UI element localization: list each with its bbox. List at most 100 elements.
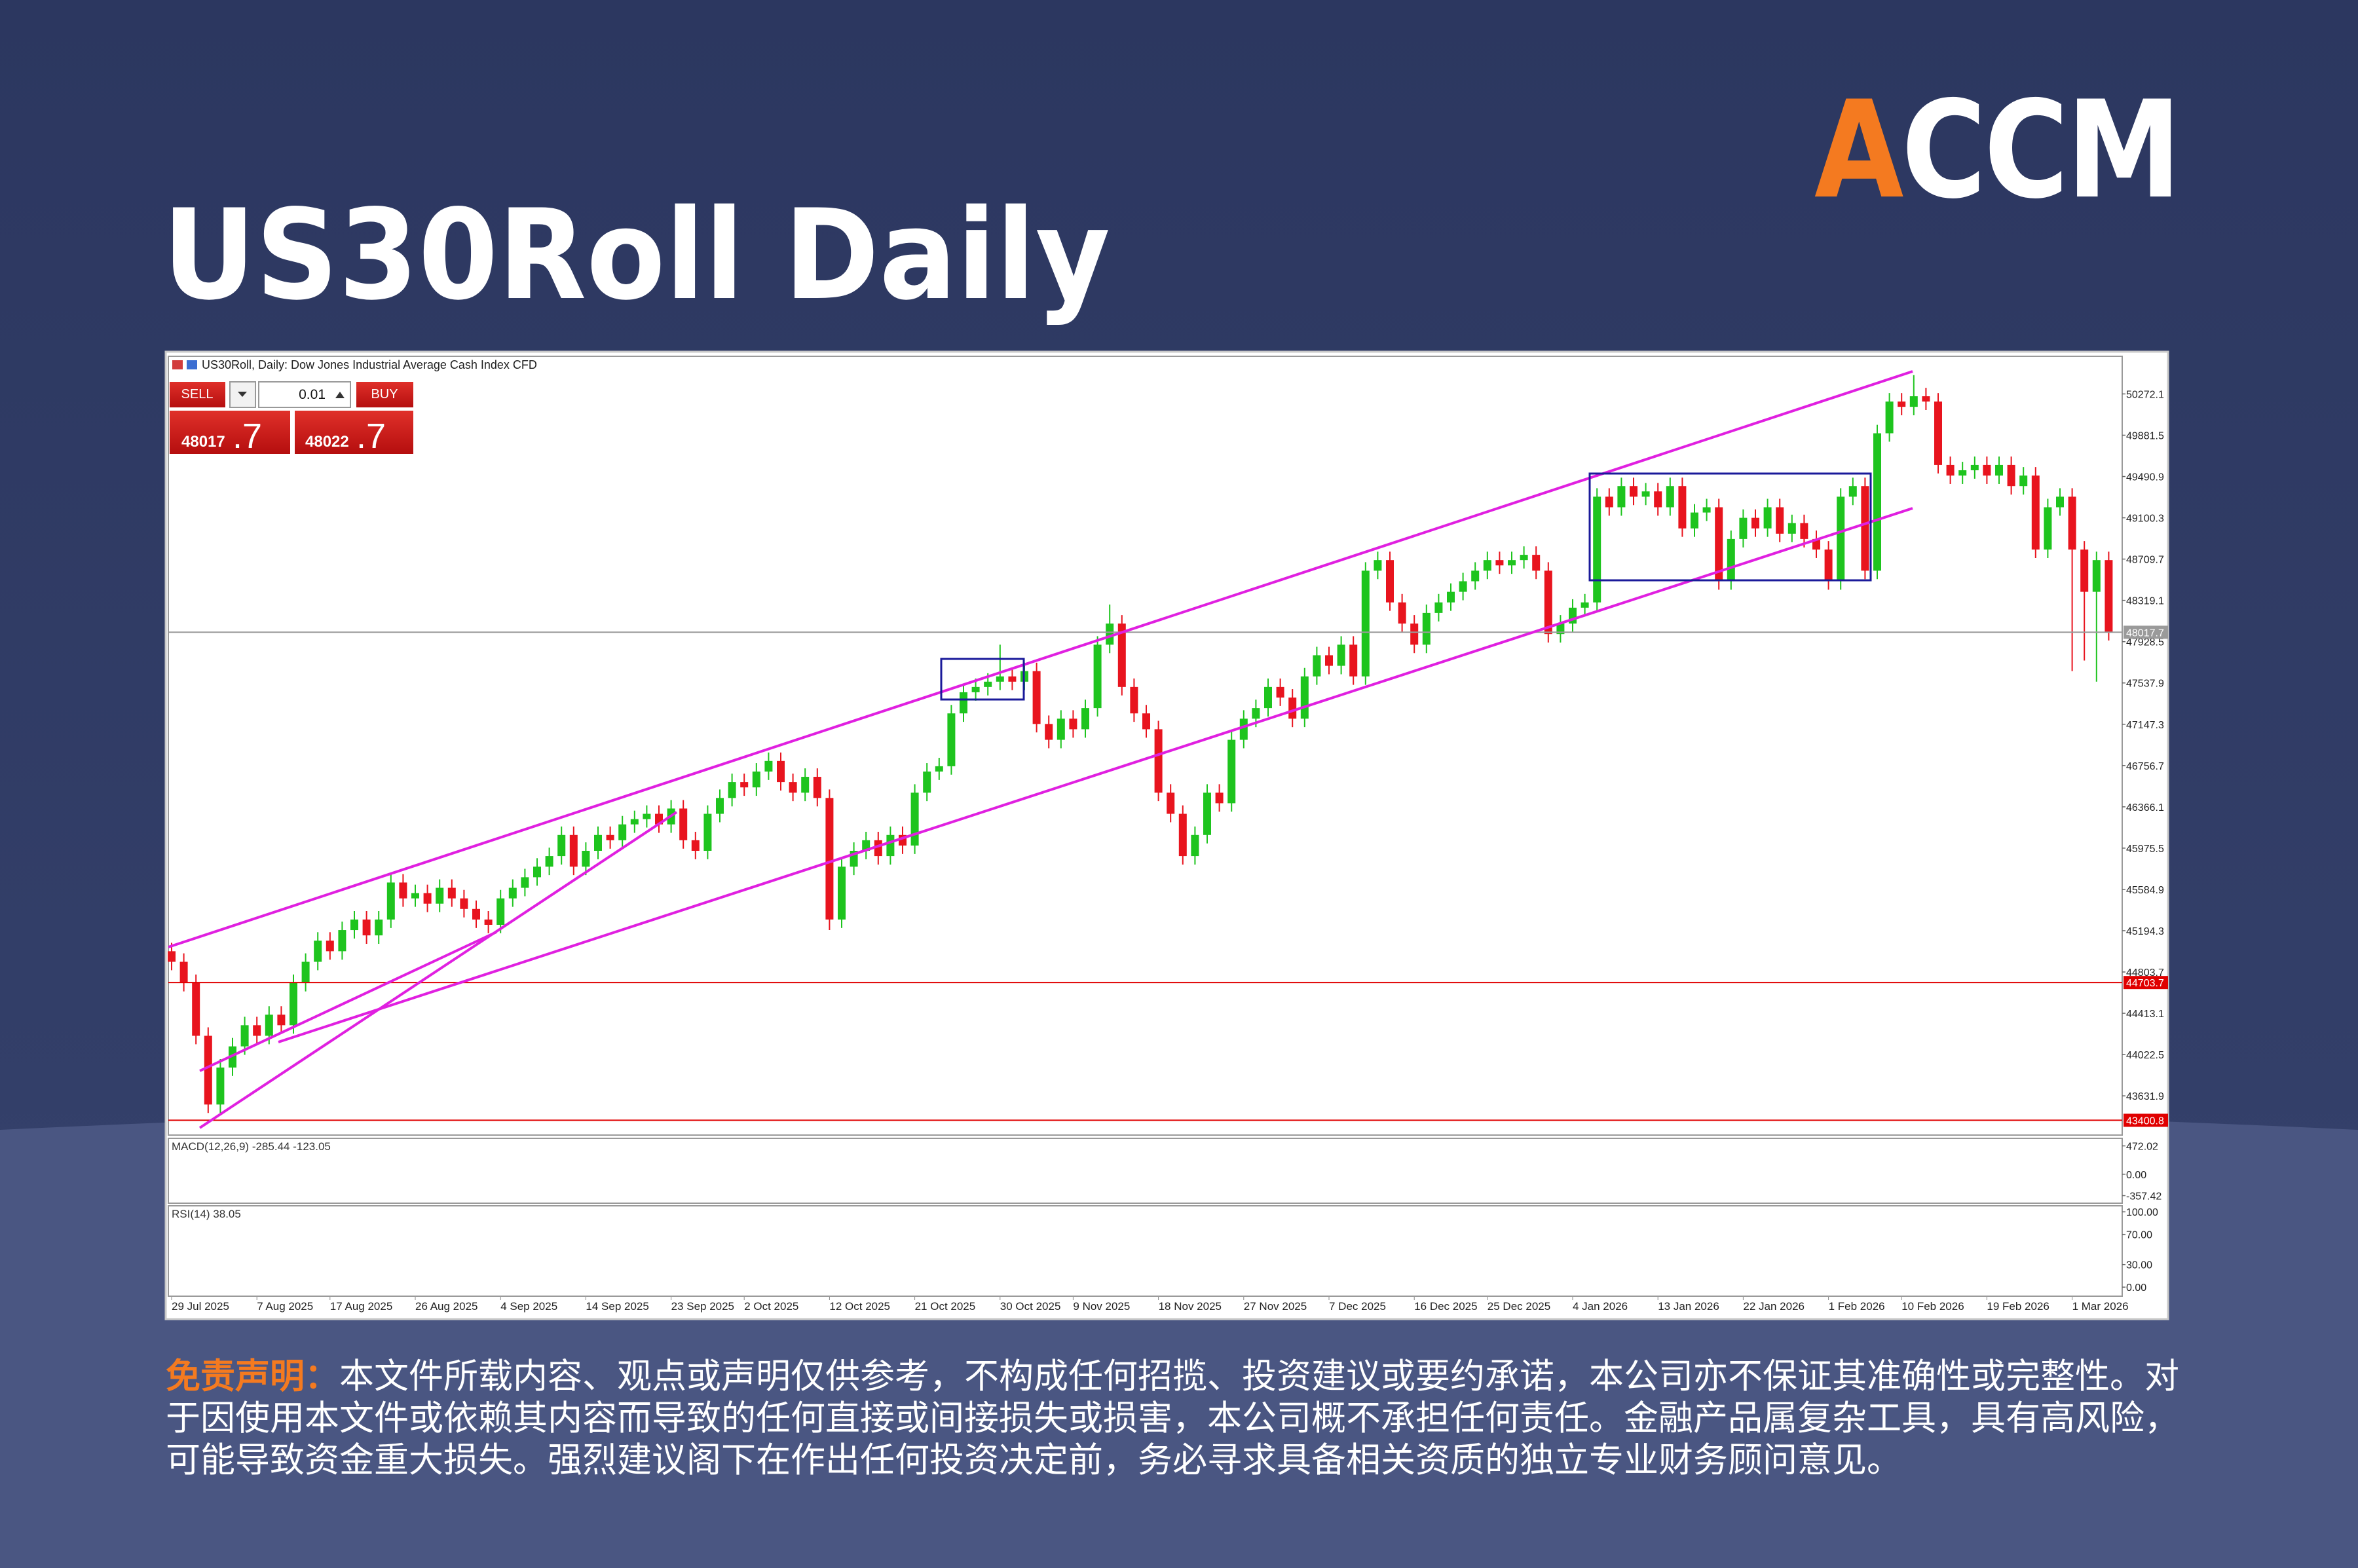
candle-body bbox=[1410, 624, 1419, 645]
candle-body bbox=[984, 681, 992, 687]
candle-body bbox=[1434, 602, 1443, 613]
candle-body bbox=[813, 777, 821, 798]
candle-body bbox=[1898, 401, 1906, 407]
candle-body bbox=[521, 877, 529, 888]
y-tick-label: 472.02 bbox=[2126, 1142, 2158, 1153]
page-title: US30Roll Daily bbox=[162, 183, 1110, 327]
candle-body bbox=[679, 808, 688, 840]
candle-body bbox=[996, 676, 1004, 682]
candle-body bbox=[1848, 486, 1857, 497]
y-tick-label: 46366.1 bbox=[2126, 802, 2164, 813]
price-label: 43400.8 bbox=[2126, 1115, 2164, 1127]
candle-body bbox=[1581, 602, 1589, 608]
bid-price: 48017 bbox=[181, 433, 225, 451]
ask-box[interactable] bbox=[295, 411, 413, 454]
y-tick-label: 43631.9 bbox=[2126, 1091, 2164, 1102]
range-box bbox=[1588, 472, 1872, 582]
price-label: 44703.7 bbox=[2126, 978, 2164, 989]
sell-button[interactable] bbox=[170, 382, 225, 407]
candle-body bbox=[1374, 560, 1382, 571]
lot-up-arrow[interactable] bbox=[335, 392, 345, 398]
candle-body bbox=[533, 867, 541, 878]
candle-body bbox=[1471, 570, 1480, 582]
lot-value: 0.01 bbox=[299, 387, 326, 402]
candle-body bbox=[1763, 507, 1772, 529]
candle-body bbox=[1215, 793, 1224, 804]
candle-body bbox=[1520, 555, 1528, 561]
candle-body bbox=[1751, 517, 1759, 529]
candle-body bbox=[1227, 739, 1236, 804]
candle-body bbox=[2007, 464, 2015, 487]
y-tick-label: 45194.3 bbox=[2126, 926, 2164, 937]
bid-box[interactable] bbox=[170, 411, 290, 454]
y-tick-label: 44022.5 bbox=[2126, 1050, 2164, 1061]
candle-body bbox=[1386, 560, 1394, 603]
candle-body bbox=[1678, 486, 1687, 529]
candle-body bbox=[728, 782, 736, 798]
buy-button[interactable] bbox=[356, 382, 413, 407]
candle-body bbox=[1532, 555, 1541, 571]
candle-body bbox=[1106, 624, 1114, 645]
lot-field[interactable] bbox=[258, 381, 351, 408]
y-tick-label: 100.00 bbox=[2126, 1207, 2158, 1218]
candle-body bbox=[2068, 496, 2076, 550]
candle-body bbox=[2031, 476, 2040, 550]
candle-body bbox=[910, 793, 919, 846]
y-tick-label: 49100.3 bbox=[2126, 513, 2164, 525]
candle-body bbox=[2056, 496, 2064, 508]
candle-body bbox=[606, 834, 614, 840]
y-tick-label: 44803.7 bbox=[2126, 967, 2164, 979]
candle-body bbox=[764, 760, 773, 772]
price-label: 48017.7 bbox=[2126, 627, 2164, 639]
x-tick-label: 1 Feb 2026 bbox=[1829, 1300, 1885, 1313]
trendline bbox=[198, 811, 678, 1129]
candle-body bbox=[1739, 517, 1748, 539]
candle-body bbox=[265, 1015, 273, 1036]
candle-body bbox=[923, 771, 931, 793]
candle-body bbox=[703, 813, 712, 851]
candle-body bbox=[1824, 550, 1833, 582]
candle-body bbox=[1459, 581, 1467, 592]
icon bbox=[187, 360, 197, 369]
candle-body bbox=[423, 893, 432, 904]
candle-body bbox=[935, 766, 943, 772]
candle-body bbox=[1508, 560, 1516, 566]
candle-body bbox=[1885, 401, 1894, 434]
x-tick-label: 25 Dec 2025 bbox=[1488, 1300, 1550, 1313]
candle-body bbox=[1361, 570, 1370, 677]
candle-body bbox=[691, 840, 700, 851]
candle-body bbox=[1447, 591, 1455, 603]
candle-body bbox=[1922, 396, 1930, 402]
candle-body bbox=[569, 834, 578, 867]
candle-body bbox=[1800, 523, 1808, 539]
plot-frame bbox=[168, 1205, 2123, 1297]
candle-body bbox=[362, 919, 371, 936]
candle-body bbox=[582, 851, 590, 867]
y-tick-label: 48319.1 bbox=[2126, 596, 2164, 607]
candle-body bbox=[1654, 491, 1662, 508]
x-tick-label: 22 Jan 2026 bbox=[1743, 1300, 1805, 1313]
x-tick-label: 10 Feb 2026 bbox=[1901, 1300, 1964, 1313]
candle-body bbox=[338, 930, 346, 952]
candle-body bbox=[301, 961, 310, 983]
candle-body bbox=[1970, 464, 1979, 470]
x-tick-label: 14 Sep 2025 bbox=[586, 1300, 648, 1313]
candle-body bbox=[277, 1015, 286, 1026]
candle-body bbox=[1300, 676, 1309, 719]
buy-label: BUY bbox=[371, 387, 398, 401]
candle-body bbox=[484, 919, 493, 925]
disclaimer-text: 本文件所载内容、观点或声明仅供参考，不构成任何招揽、投资建议或要约承诺，本公司亦… bbox=[166, 1356, 2179, 1480]
candle-body bbox=[168, 951, 176, 962]
y-tick-label: 46756.7 bbox=[2126, 761, 2164, 772]
candle-body bbox=[1715, 507, 1723, 582]
candle-body bbox=[1983, 464, 1991, 476]
channel-lower bbox=[278, 507, 1913, 1043]
candle-body bbox=[399, 882, 407, 899]
y-tick-label: 47928.5 bbox=[2126, 637, 2164, 648]
chart-header: US30Roll, Daily: Dow Jones Industrial Av… bbox=[202, 358, 537, 371]
price-label-box bbox=[2124, 625, 2168, 639]
channel-upper bbox=[168, 370, 1913, 948]
candle-body bbox=[508, 887, 517, 899]
candle-body bbox=[1641, 491, 1650, 497]
